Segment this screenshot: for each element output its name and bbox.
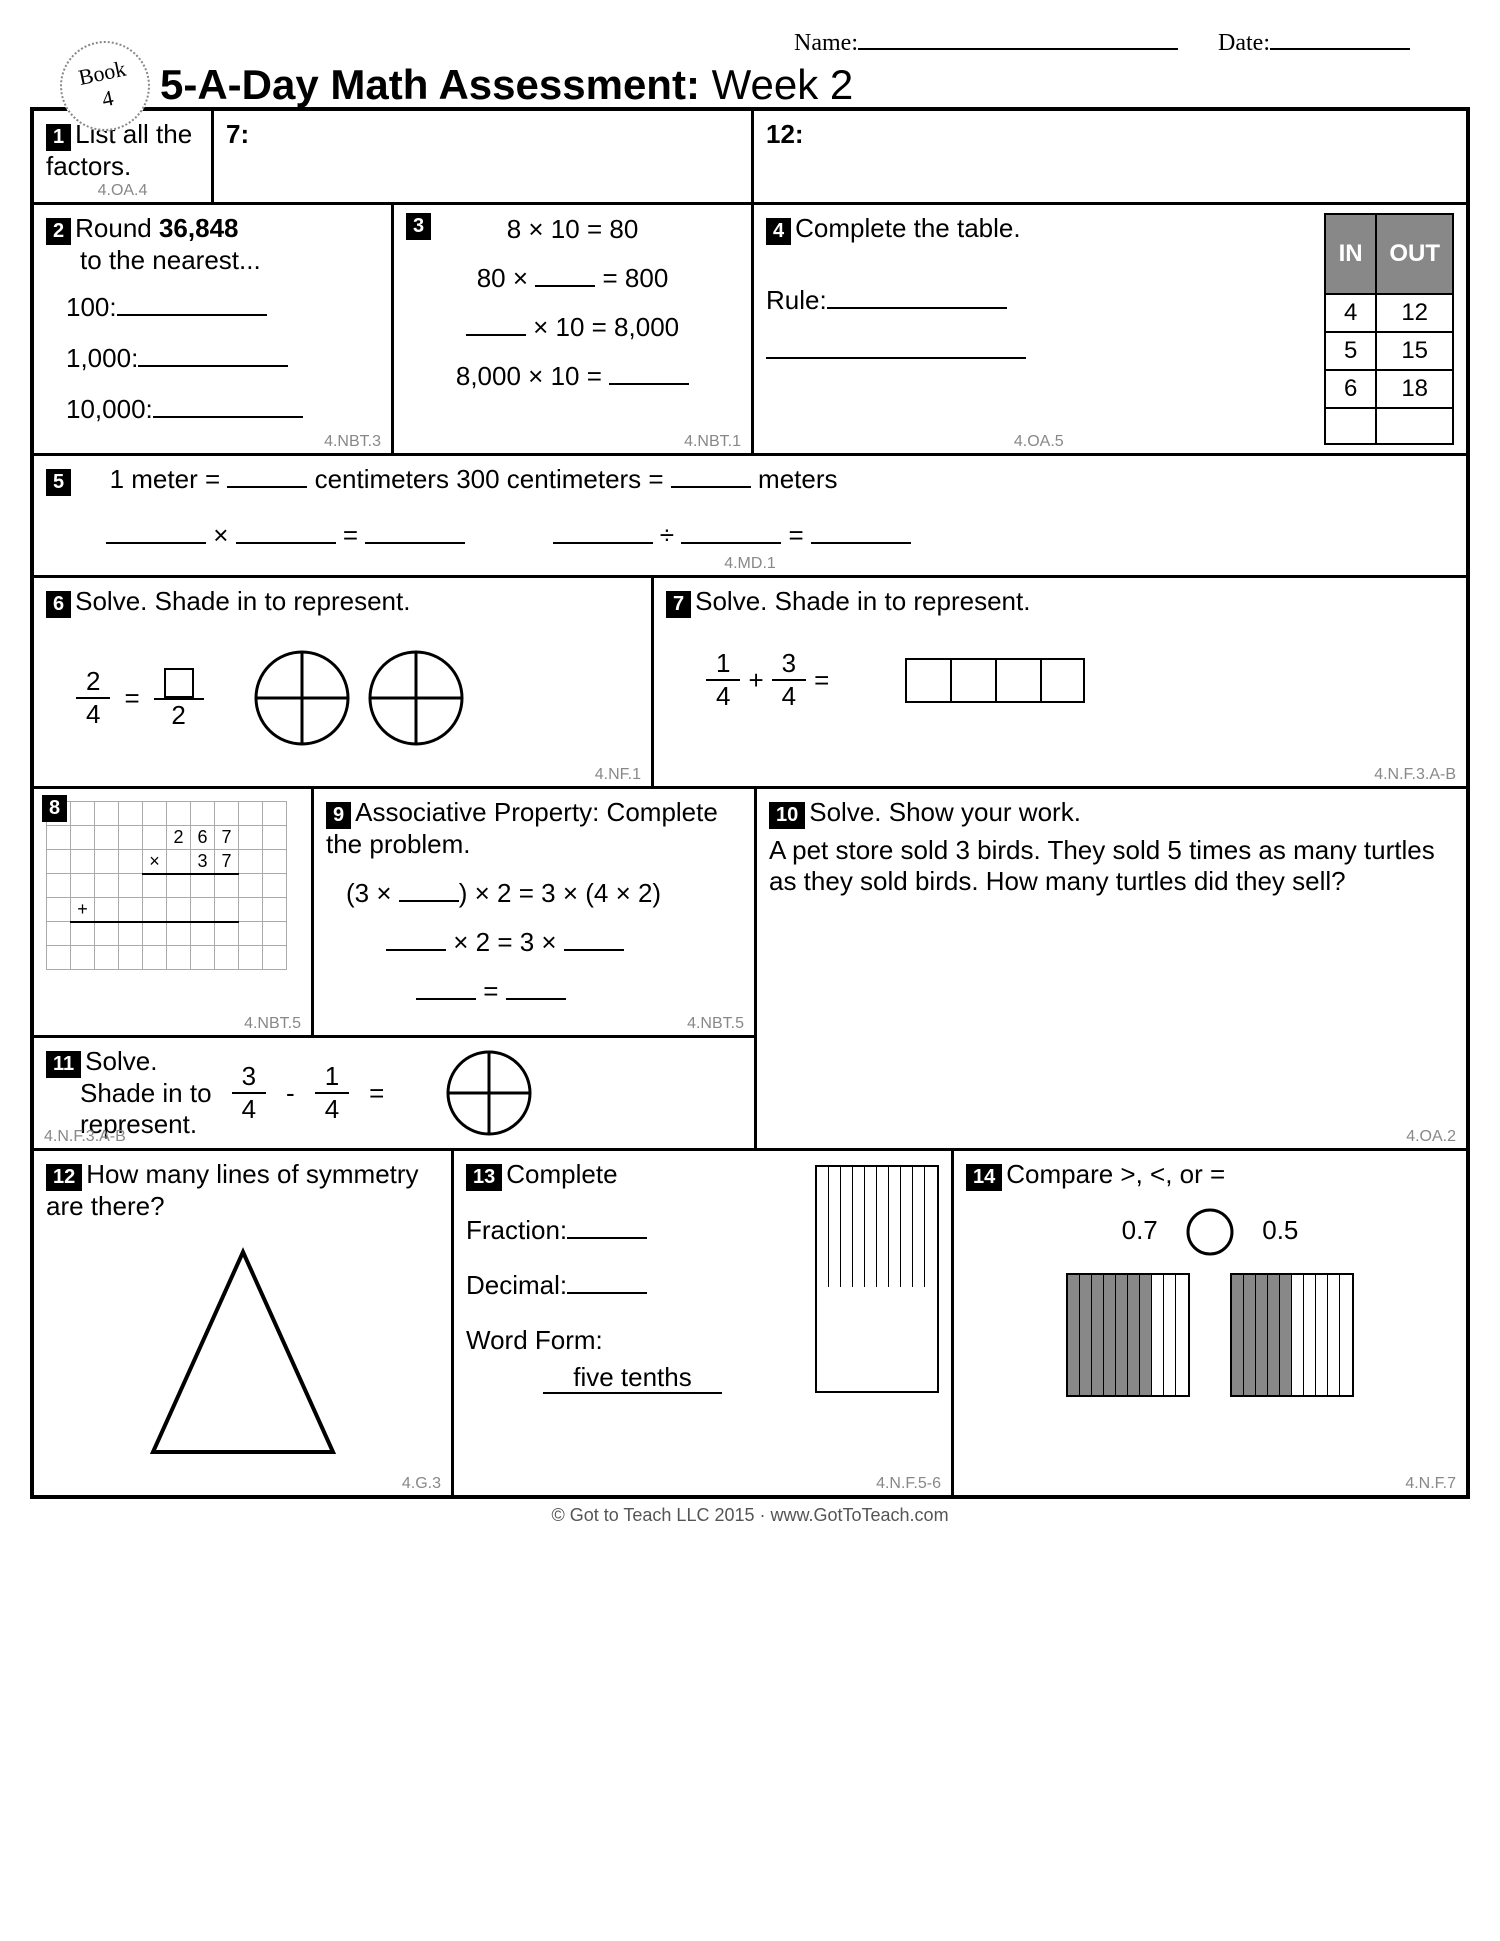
row-q1: 1List all the factors. 4.OA.4 7: 12: xyxy=(34,111,1466,205)
q1-a[interactable]: 7: xyxy=(214,111,754,202)
row-q12-14: 12How many lines of symmetry are there? … xyxy=(34,1148,1466,1495)
row-q8-10: 8 267 ×37 + 4.NB xyxy=(34,789,1466,1148)
name-blank[interactable] xyxy=(858,48,1178,50)
q11-cell: 11Solve. Shade in to represent. 34 - 14 … xyxy=(34,1038,754,1148)
io-table: INOUT 412 515 618 xyxy=(1324,213,1454,445)
q6-cell: 6Solve. Shade in to represent. 24 = 2 4.… xyxy=(34,578,654,786)
worksheet-page: Name: Date: Book 4 5-A-Day Math Assessme… xyxy=(30,30,1470,1526)
tenths-square-b xyxy=(1230,1273,1354,1397)
q13-std: 4.N.F.5-6 xyxy=(876,1475,941,1493)
q5-cell: 5 1 meter = centimeters 300 centimeters … xyxy=(34,456,1466,575)
circle-quarters-icon[interactable] xyxy=(444,1048,534,1138)
q7-cell: 7Solve. Shade in to represent. 14 + 34 =… xyxy=(654,578,1466,786)
compare-circle[interactable] xyxy=(1185,1207,1235,1257)
q2-cell: 2Round 36,848 to the nearest... 100: 1,0… xyxy=(34,205,394,453)
header: Name: Date: xyxy=(30,30,1470,57)
date-label: Date: xyxy=(1218,30,1270,57)
q3-std: 4.NBT.1 xyxy=(684,433,741,451)
q6-std: 4.NF.1 xyxy=(595,766,641,784)
row-q5: 5 1 meter = centimeters 300 centimeters … xyxy=(34,456,1466,578)
page-title: 5-A-Day Math Assessment: Week 2 xyxy=(160,61,853,109)
q14-std: 4.N.F.7 xyxy=(1405,1475,1456,1493)
date-blank[interactable] xyxy=(1270,48,1410,50)
q1-b[interactable]: 12: xyxy=(754,111,1466,202)
q3-cell: 3 8 × 10 = 80 80 × = 800 × 10 = 8,000 8,… xyxy=(394,205,754,453)
q8-cell: 8 267 ×37 + 4.NB xyxy=(34,789,314,1035)
q14-cell: 14Compare >, <, or = 0.7 0.5 4.N.F.7 xyxy=(954,1151,1466,1495)
footer: © Got to Teach LLC 2015 · www.GotToTeach… xyxy=(30,1505,1470,1526)
q8-std: 4.NBT.5 xyxy=(244,1015,301,1033)
circle-quarters-icon[interactable] xyxy=(366,648,466,748)
tenths-square xyxy=(815,1165,939,1393)
badge-num: 4 xyxy=(100,85,116,113)
q1-std: 4.OA.4 xyxy=(98,182,148,200)
row-q6-7: 6Solve. Shade in to represent. 24 = 2 4.… xyxy=(34,578,1466,789)
title-row: Book 4 5-A-Day Math Assessment: Week 2 xyxy=(30,61,1470,109)
q9-cell: 9Associative Property: Complete the prob… xyxy=(314,789,754,1035)
q7-std: 4.N.F.3.A-B xyxy=(1374,766,1456,784)
q13-cell: 13Complete Fraction: Decimal: Word Form:… xyxy=(454,1151,954,1495)
q4-cell: 4Complete the table. Rule: 4.OA.5 INOUT … xyxy=(754,205,1466,453)
question-grid: 1List all the factors. 4.OA.4 7: 12: 2Ro… xyxy=(30,107,1470,1499)
q11-std: 4.N.F.3.A-B xyxy=(44,1128,126,1146)
row-q2-4: 2Round 36,848 to the nearest... 100: 1,0… xyxy=(34,205,1466,456)
tenths-square-a xyxy=(1066,1273,1190,1397)
triangle-icon[interactable] xyxy=(133,1242,353,1462)
q5-std: 4.MD.1 xyxy=(724,555,776,573)
circle-quarters-icon[interactable] xyxy=(252,648,352,748)
multiplication-grid[interactable]: 267 ×37 + xyxy=(46,801,287,970)
q2-std: 4.NBT.3 xyxy=(324,433,381,451)
q12-cell: 12How many lines of symmetry are there? … xyxy=(34,1151,454,1495)
rect-fourths[interactable] xyxy=(905,658,1085,703)
q10-cell: 10Solve. Show your work. A pet store sol… xyxy=(757,789,1466,1148)
name-label: Name: xyxy=(794,30,858,57)
q10-std: 4.OA.2 xyxy=(1406,1128,1456,1146)
q1-num: 1 xyxy=(46,124,71,151)
q9-std: 4.NBT.5 xyxy=(687,1015,744,1033)
q4-std: 4.OA.5 xyxy=(1014,433,1064,451)
q12-std: 4.G.3 xyxy=(402,1475,441,1493)
